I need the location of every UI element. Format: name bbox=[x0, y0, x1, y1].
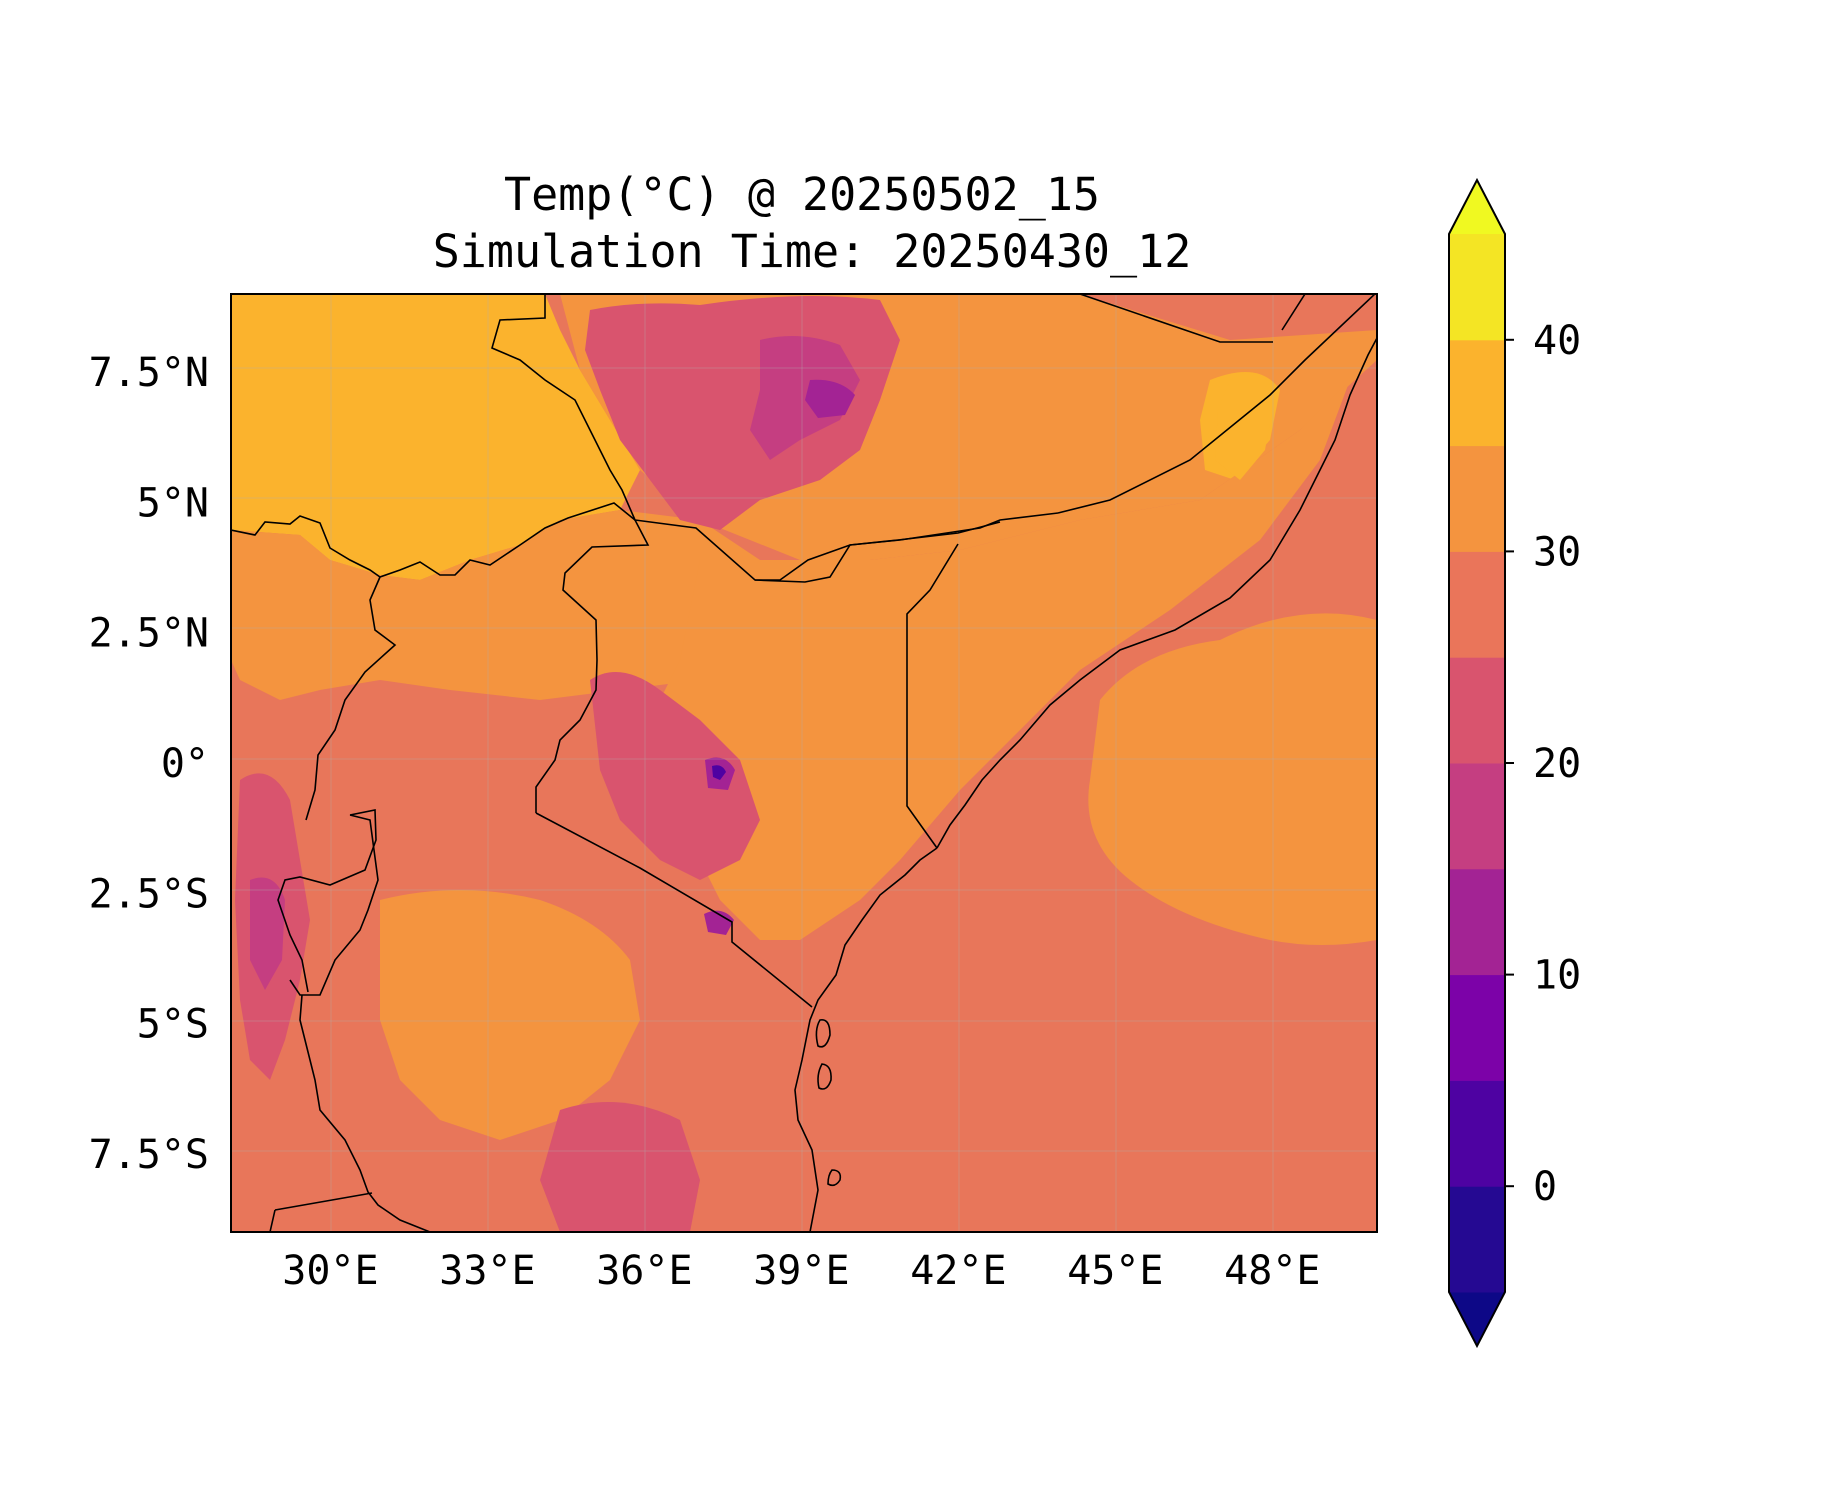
island-zanzibar bbox=[815, 1018, 831, 1048]
coastline-kenya-tanzania bbox=[936, 337, 1377, 849]
colorbar-band bbox=[1449, 657, 1505, 764]
field-somali-coast-warm bbox=[1215, 372, 1275, 480]
border-tanzania-west bbox=[289, 814, 379, 996]
latitude-ticks: 7.5°N 5°N 2.5°N 0° 2.5°S 5°S 7.5°S bbox=[89, 350, 209, 1178]
island-pemba bbox=[817, 1063, 832, 1090]
field-south-cool-band bbox=[540, 1102, 700, 1232]
lon-tick-label: 39°E bbox=[753, 1248, 849, 1294]
colorbar-tick-label: 20 bbox=[1533, 741, 1581, 787]
colorbar-tick-label: 10 bbox=[1533, 953, 1581, 999]
field-north-interior bbox=[231, 510, 800, 700]
lat-tick-label: 7.5°S bbox=[89, 1132, 209, 1178]
colorbar-tick-label: 0 bbox=[1533, 1164, 1557, 1210]
colorbar-band bbox=[1449, 445, 1505, 552]
border-somalia-coast bbox=[1281, 294, 1306, 331]
colorbar-over-extension bbox=[1449, 180, 1505, 234]
field-ethiopia-core bbox=[750, 336, 860, 460]
lat-tick-label: 5°N bbox=[137, 480, 209, 526]
field-ethiopia-coldest bbox=[805, 379, 855, 418]
lon-tick-label: 33°E bbox=[439, 1248, 535, 1294]
island-mafia bbox=[827, 1169, 842, 1187]
colorbar-band bbox=[1449, 868, 1505, 976]
coastline-tanzania bbox=[794, 847, 938, 1232]
field-kilimanjaro bbox=[704, 910, 734, 935]
colorbar-outline bbox=[1448, 177, 1506, 1349]
lon-tick-label: 36°E bbox=[596, 1248, 692, 1294]
lon-tick-label: 42°E bbox=[910, 1248, 1006, 1294]
border-ethiopia-somalia-north bbox=[1057, 294, 1377, 514]
field-south-sudan-warm bbox=[231, 294, 640, 580]
lat-tick-label: 7.5°N bbox=[89, 350, 209, 396]
chart-title-line-1: Temp(°C) @ 20250502_15 bbox=[504, 168, 1100, 221]
colorbar-band bbox=[1449, 1186, 1505, 1293]
border-tanzania-burundi-drc bbox=[299, 994, 431, 1232]
chart-title-line-2: Simulation Time: 20250430_12 bbox=[433, 225, 1192, 278]
border-ethiopia-north-eritrea bbox=[1079, 294, 1273, 343]
colorbar-band bbox=[1449, 551, 1505, 658]
temperature-field bbox=[231, 294, 1377, 1232]
border-kenya-tanzania bbox=[535, 812, 813, 1008]
colorbar-band bbox=[1449, 339, 1505, 447]
border-uganda-ssudan bbox=[231, 502, 636, 578]
field-kenya-interior bbox=[650, 380, 1350, 940]
country-borders bbox=[231, 294, 1377, 1232]
lat-tick-label: 2.5°N bbox=[89, 611, 209, 657]
colorbar-tick-label: 30 bbox=[1533, 529, 1581, 575]
colorbar-band bbox=[1449, 1080, 1505, 1187]
field-mt-kenya-peak bbox=[712, 765, 726, 780]
field-offshore-warm-pool bbox=[1088, 613, 1377, 945]
border-kenya-somalia bbox=[906, 543, 959, 849]
lat-tick-label: 5°S bbox=[137, 1002, 209, 1048]
lat-tick-label: 0° bbox=[161, 741, 209, 787]
border-rwanda-burundi bbox=[277, 809, 377, 993]
colorbar-band bbox=[1449, 974, 1505, 1081]
field-rwanda-cool bbox=[250, 877, 285, 990]
gridlines bbox=[231, 294, 1377, 1232]
border-kenya-uganda bbox=[535, 519, 650, 813]
lat-tick-label: 2.5°S bbox=[89, 871, 209, 917]
longitude-ticks: 30°E 33°E 36°E 39°E 42°E 45°E 48°E bbox=[282, 1248, 1320, 1294]
border-ethiopia-kenya bbox=[755, 521, 1001, 581]
colorbar-band bbox=[1449, 234, 1505, 341]
lon-tick-label: 48°E bbox=[1224, 1248, 1320, 1294]
field-tanzania-plateau bbox=[380, 890, 640, 1140]
colorbar: 0 10 20 30 40 bbox=[1448, 177, 1581, 1349]
lon-tick-label: 45°E bbox=[1067, 1248, 1163, 1294]
border-zambia-malawi bbox=[274, 1192, 373, 1211]
map-panel bbox=[230, 293, 1378, 1233]
border-zambia-drc bbox=[269, 1209, 276, 1232]
colorbar-band bbox=[1449, 763, 1505, 870]
map-frame bbox=[230, 293, 1378, 1233]
field-kenya-highlands bbox=[590, 672, 760, 880]
lon-tick-label: 30°E bbox=[282, 1248, 378, 1294]
colorbar-tick-label: 40 bbox=[1533, 318, 1581, 364]
border-uganda-drc bbox=[305, 576, 397, 821]
colorbar-under-extension bbox=[1449, 1292, 1505, 1346]
